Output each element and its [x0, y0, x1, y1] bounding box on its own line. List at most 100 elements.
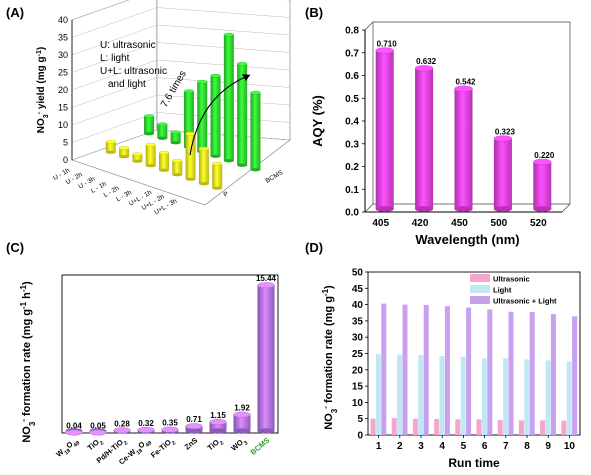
- c-xtick-label: TiO2: [206, 436, 226, 455]
- b-bar-top: [375, 47, 394, 54]
- d-ytick-label: 25: [352, 349, 364, 360]
- a-material-label: P: [223, 190, 230, 198]
- a-bar: [158, 150, 170, 172]
- a-bar: [143, 114, 155, 136]
- d-xlabel: Run time: [448, 456, 500, 470]
- a-bar-body: [198, 148, 209, 184]
- panel-d: (D) 0 5 10 15 20 25 30 35 40 45 50 1 2 3 4 5 6 7 8 9 10 Ultras…: [300, 235, 591, 475]
- d-bar: [397, 354, 403, 435]
- b-edge: [561, 203, 571, 213]
- b-ytick-label: 0.6: [345, 71, 359, 82]
- a-ytick-label: 20: [58, 85, 68, 95]
- d-bar: [476, 419, 482, 435]
- a-bar: [172, 158, 183, 177]
- b-ytick-label: 0.0: [345, 208, 359, 219]
- a-bar-base: [159, 168, 169, 172]
- d-bar: [381, 303, 387, 435]
- b-bar-base: [454, 206, 473, 212]
- c-bar: [209, 419, 227, 434]
- b-bar-base: [375, 206, 394, 212]
- a-bar-top: [157, 122, 168, 127]
- b-bar: [454, 85, 473, 212]
- c-bar-base: [233, 428, 251, 434]
- d-ytick-label: 40: [352, 300, 364, 311]
- a-bar-base: [250, 168, 261, 172]
- c-value-label: 0.32: [138, 419, 154, 428]
- a-bar-body: [170, 132, 181, 143]
- chart-c: (C)0.04W18O490.05TiO20.28Pd/H-TiO20.32Ce…: [6, 240, 279, 466]
- c-xtick-label: ZnS: [183, 436, 200, 452]
- a-bar-body: [157, 124, 168, 139]
- d-ytick-label: 15: [352, 382, 364, 393]
- c-bar-top: [89, 429, 107, 436]
- c-bar: [233, 411, 251, 434]
- b-ytick-label: 0.1: [345, 185, 359, 196]
- c-value-label: 15.44: [256, 274, 277, 283]
- b-edge: [364, 203, 374, 213]
- d-bar: [566, 361, 572, 435]
- a-ytick-label: 25: [58, 68, 68, 78]
- b-ylabel: AQY (%): [310, 95, 325, 147]
- b-value-label: 0.632: [416, 57, 437, 66]
- d-legend-label: Ultrasonic: [493, 275, 530, 284]
- a-bar: [198, 146, 210, 186]
- a-bar-top: [118, 146, 130, 150]
- d-bar: [370, 418, 376, 435]
- d-bar: [455, 419, 461, 435]
- c-value-label: 1.15: [210, 411, 226, 420]
- d-bar: [402, 304, 408, 435]
- c-bar-top: [161, 426, 179, 433]
- d-bar: [561, 420, 567, 435]
- a-bar-base: [144, 132, 155, 136]
- a-bar-top: [198, 146, 210, 151]
- a-bar-body: [210, 75, 221, 157]
- c-value-label: 1.92: [234, 404, 250, 413]
- b-value-label: 0.323: [495, 128, 516, 137]
- d-ylabel: NO3- formation rate (mg g-1): [321, 285, 339, 430]
- d-legend-swatch: [470, 285, 490, 293]
- a-ytick-label: 10: [58, 120, 68, 130]
- a-ytick-label: 40: [58, 15, 68, 25]
- b-bar-top: [533, 158, 552, 166]
- d-bar: [423, 304, 429, 435]
- b-ytick-label: 0.5: [345, 94, 359, 105]
- a-legend-line: U: ultrasonic: [100, 40, 156, 51]
- a-bar: [145, 142, 156, 168]
- d-bar: [518, 420, 524, 435]
- b-bar-base: [533, 206, 552, 212]
- panel-b: (B) 0.0 0.1 0.2 0.3 0.4 0.5 0.6 0.7 0.8 0.710 405 0.…: [300, 0, 591, 247]
- b-bar: [375, 47, 394, 212]
- d-legend-label: Ultrasonic + Light: [493, 297, 557, 306]
- panel-label-b: (B): [305, 5, 323, 20]
- d-xtick-label: 3: [418, 441, 424, 452]
- d-bar: [508, 311, 514, 435]
- d-bar: [550, 314, 556, 435]
- c-bar: [161, 426, 179, 434]
- a-legend-line: and light: [108, 79, 146, 90]
- d-legend-label: Light: [493, 286, 512, 295]
- d-bar: [434, 419, 440, 435]
- d-xtick-label: 4: [439, 441, 445, 452]
- c-bar: [113, 427, 131, 434]
- d-ytick-label: 10: [352, 398, 364, 409]
- a-bar-body: [212, 163, 223, 189]
- b-bar: [414, 65, 434, 212]
- a-ytick-label: 30: [58, 50, 68, 60]
- d-bar: [524, 359, 530, 435]
- a-bar-base: [132, 159, 143, 163]
- b-xtick-label: 420: [412, 218, 429, 229]
- panel-label-c: (C): [6, 240, 24, 255]
- c-value-label: 0.28: [114, 419, 130, 428]
- a-gridline: [71, 0, 290, 21]
- d-bar: [572, 316, 578, 435]
- a-ytick-label: 15: [58, 103, 68, 113]
- a-ytick-label: 5: [63, 138, 68, 148]
- a-bar: [210, 73, 221, 158]
- a-bar-base: [210, 154, 221, 158]
- c-bar: [257, 282, 275, 434]
- a-gridline: [71, 24, 291, 56]
- b-xtick-label: 405: [372, 218, 389, 229]
- b-bar-body: [493, 138, 512, 209]
- c-bar-base: [257, 428, 275, 434]
- d-bar: [375, 354, 381, 435]
